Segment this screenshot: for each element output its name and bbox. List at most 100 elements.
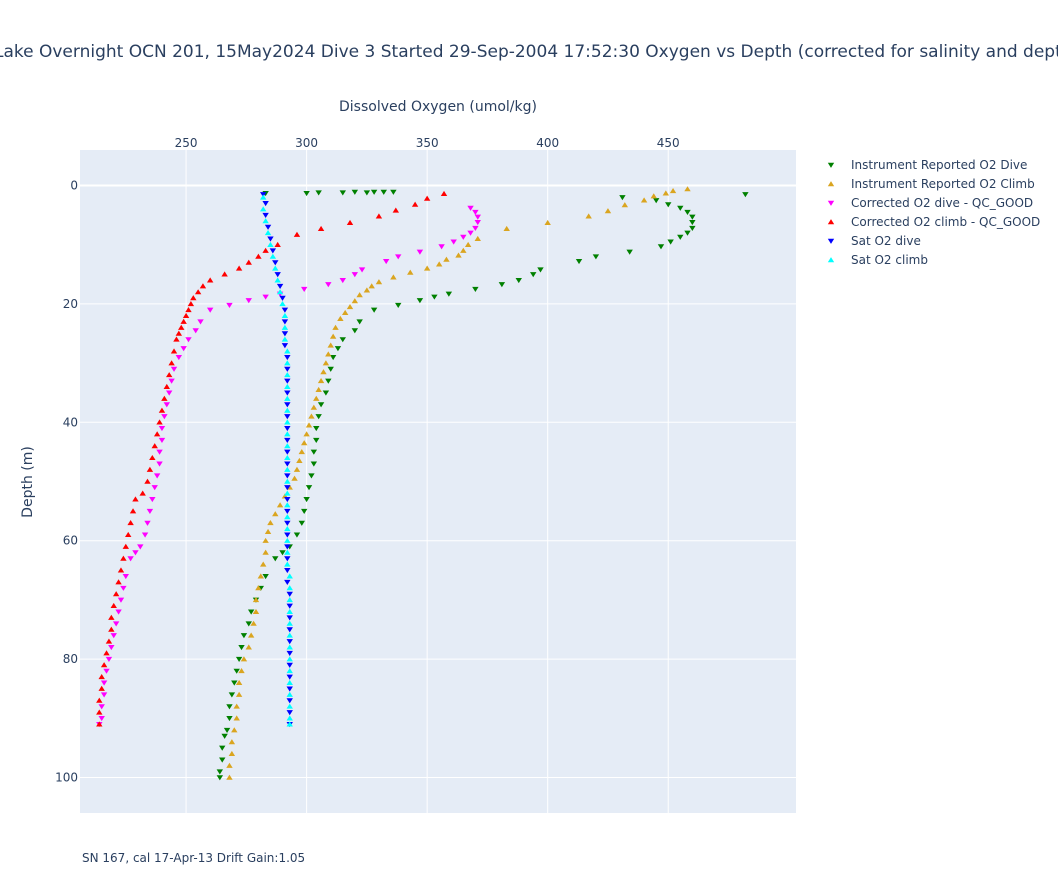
data-point — [472, 225, 479, 232]
data-point — [585, 213, 592, 219]
legend-item[interactable]: Corrected O2 climb - QC_GOOD — [827, 215, 1040, 229]
data-point — [284, 383, 291, 390]
data-point — [284, 443, 291, 449]
data-point — [390, 274, 397, 280]
data-point — [363, 287, 371, 293]
data-point — [380, 189, 387, 195]
data-point — [264, 229, 272, 236]
legend-item[interactable]: Instrument Reported O2 Dive — [827, 158, 1028, 172]
data-point — [238, 668, 245, 674]
data-point — [247, 609, 255, 615]
data-point — [423, 265, 431, 271]
data-point — [286, 591, 293, 597]
legend-label: Sat O2 dive — [851, 234, 921, 248]
data-point — [125, 531, 132, 538]
data-point — [272, 556, 279, 562]
data-point — [286, 691, 293, 697]
data-point — [139, 490, 146, 496]
data-point — [264, 224, 272, 230]
data-point — [221, 271, 228, 277]
legend-item[interactable]: Sat O2 dive — [827, 234, 921, 248]
y-tick-label: 20 — [63, 297, 78, 311]
data-point — [105, 638, 113, 644]
data-point — [117, 567, 125, 573]
data-point — [272, 511, 279, 517]
data-point — [460, 234, 467, 240]
legend-marker — [827, 162, 835, 168]
data-point — [108, 626, 115, 632]
legend-item[interactable]: Instrument Reported O2 Climb — [827, 177, 1035, 191]
data-point — [363, 190, 371, 196]
data-point — [286, 679, 293, 686]
data-point — [257, 573, 265, 579]
data-point — [226, 302, 233, 308]
data-point — [269, 248, 277, 254]
data-point — [158, 407, 166, 413]
data-point — [262, 573, 269, 580]
data-point — [286, 585, 293, 591]
data-point — [284, 568, 291, 574]
data-point — [156, 461, 163, 467]
data-point — [158, 425, 166, 432]
data-point — [272, 265, 279, 271]
data-point — [284, 466, 291, 472]
data-point — [662, 190, 670, 196]
data-point — [308, 413, 315, 419]
data-point — [163, 402, 170, 408]
data-point — [284, 561, 291, 567]
data-point — [395, 302, 402, 308]
data-point — [284, 579, 291, 586]
data-point — [151, 485, 158, 491]
data-point — [284, 502, 291, 508]
data-point — [665, 202, 672, 208]
legend[interactable]: Instrument Reported O2 Dive Instrument Re… — [827, 158, 1040, 267]
data-point — [262, 247, 269, 253]
data-point — [392, 207, 400, 213]
data-point — [262, 201, 269, 207]
legend-item[interactable]: Sat O2 climb — [827, 253, 928, 267]
data-point — [337, 315, 344, 321]
data-point — [168, 378, 175, 384]
data-point — [190, 295, 197, 301]
data-point — [286, 662, 293, 668]
data-point — [537, 267, 544, 273]
data-point — [96, 697, 103, 703]
data-point — [276, 283, 284, 290]
data-point — [281, 319, 289, 325]
data-point — [223, 727, 231, 734]
data-point — [652, 198, 660, 204]
data-point — [431, 294, 438, 300]
data-point — [317, 402, 325, 408]
data-point — [185, 337, 192, 343]
data-point — [284, 478, 291, 484]
data-point — [216, 775, 224, 781]
data-point — [619, 195, 626, 201]
y-tick-label: 100 — [55, 770, 78, 784]
data-point — [137, 544, 144, 550]
data-point — [308, 473, 315, 479]
data-point — [132, 496, 139, 502]
data-point — [440, 190, 448, 197]
data-point — [303, 190, 310, 197]
data-point — [657, 244, 665, 250]
data-point — [286, 710, 293, 716]
x-tick-label: 250 — [175, 136, 198, 150]
data-point — [260, 561, 267, 567]
data-point — [626, 249, 633, 255]
data-point — [284, 497, 291, 503]
data-point — [313, 437, 320, 443]
x-tick-label: 350 — [416, 136, 439, 150]
legend-item[interactable]: Corrected O2 dive - QC_GOOD — [827, 196, 1033, 210]
data-point — [255, 585, 262, 591]
data-point — [286, 715, 293, 721]
data-point — [284, 549, 291, 555]
data-point — [262, 294, 269, 300]
data-point — [303, 497, 310, 503]
data-point — [356, 292, 363, 298]
data-point — [301, 286, 308, 292]
data-point — [284, 431, 291, 437]
data-point — [351, 189, 359, 195]
data-point — [317, 225, 325, 231]
data-point — [310, 449, 318, 455]
data-point — [262, 537, 269, 543]
